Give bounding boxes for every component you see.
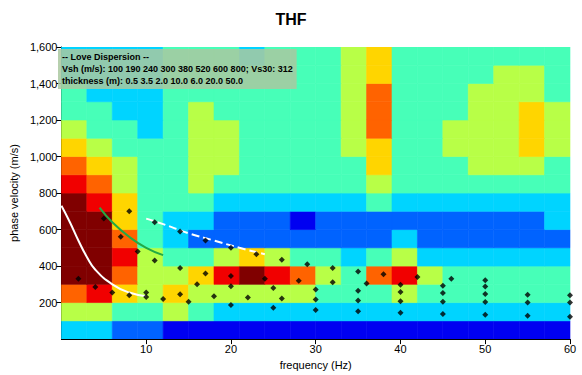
svg-text:1,600: 1,600 xyxy=(30,41,58,53)
svg-text:40: 40 xyxy=(394,343,406,355)
svg-text:10: 10 xyxy=(140,343,152,355)
svg-text:phase velocity (m/s): phase velocity (m/s) xyxy=(8,144,20,242)
svg-text:-- Love Dispersion --: -- Love Dispersion -- xyxy=(62,52,149,62)
svg-text:thickness (m): 0.5 3.5 2.0 10.: thickness (m): 0.5 3.5 2.0 10.0 6.0 20.0… xyxy=(62,76,243,86)
svg-text:60: 60 xyxy=(564,343,576,355)
svg-text:1,200: 1,200 xyxy=(30,114,58,126)
svg-text:THF: THF xyxy=(275,11,306,28)
svg-text:400: 400 xyxy=(39,260,57,272)
svg-text:20: 20 xyxy=(225,343,237,355)
svg-text:600: 600 xyxy=(39,224,57,236)
svg-text:30: 30 xyxy=(310,343,322,355)
svg-text:frequency (Hz): frequency (Hz) xyxy=(280,359,352,371)
svg-text:1,000: 1,000 xyxy=(30,151,58,163)
svg-text:50: 50 xyxy=(479,343,491,355)
svg-text:1,400: 1,400 xyxy=(30,78,58,90)
svg-text:Vsh (m/s): 100 190 240 300 380: Vsh (m/s): 100 190 240 300 380 520 600 8… xyxy=(62,64,293,74)
svg-text:800: 800 xyxy=(39,187,57,199)
svg-text:200: 200 xyxy=(39,297,57,309)
